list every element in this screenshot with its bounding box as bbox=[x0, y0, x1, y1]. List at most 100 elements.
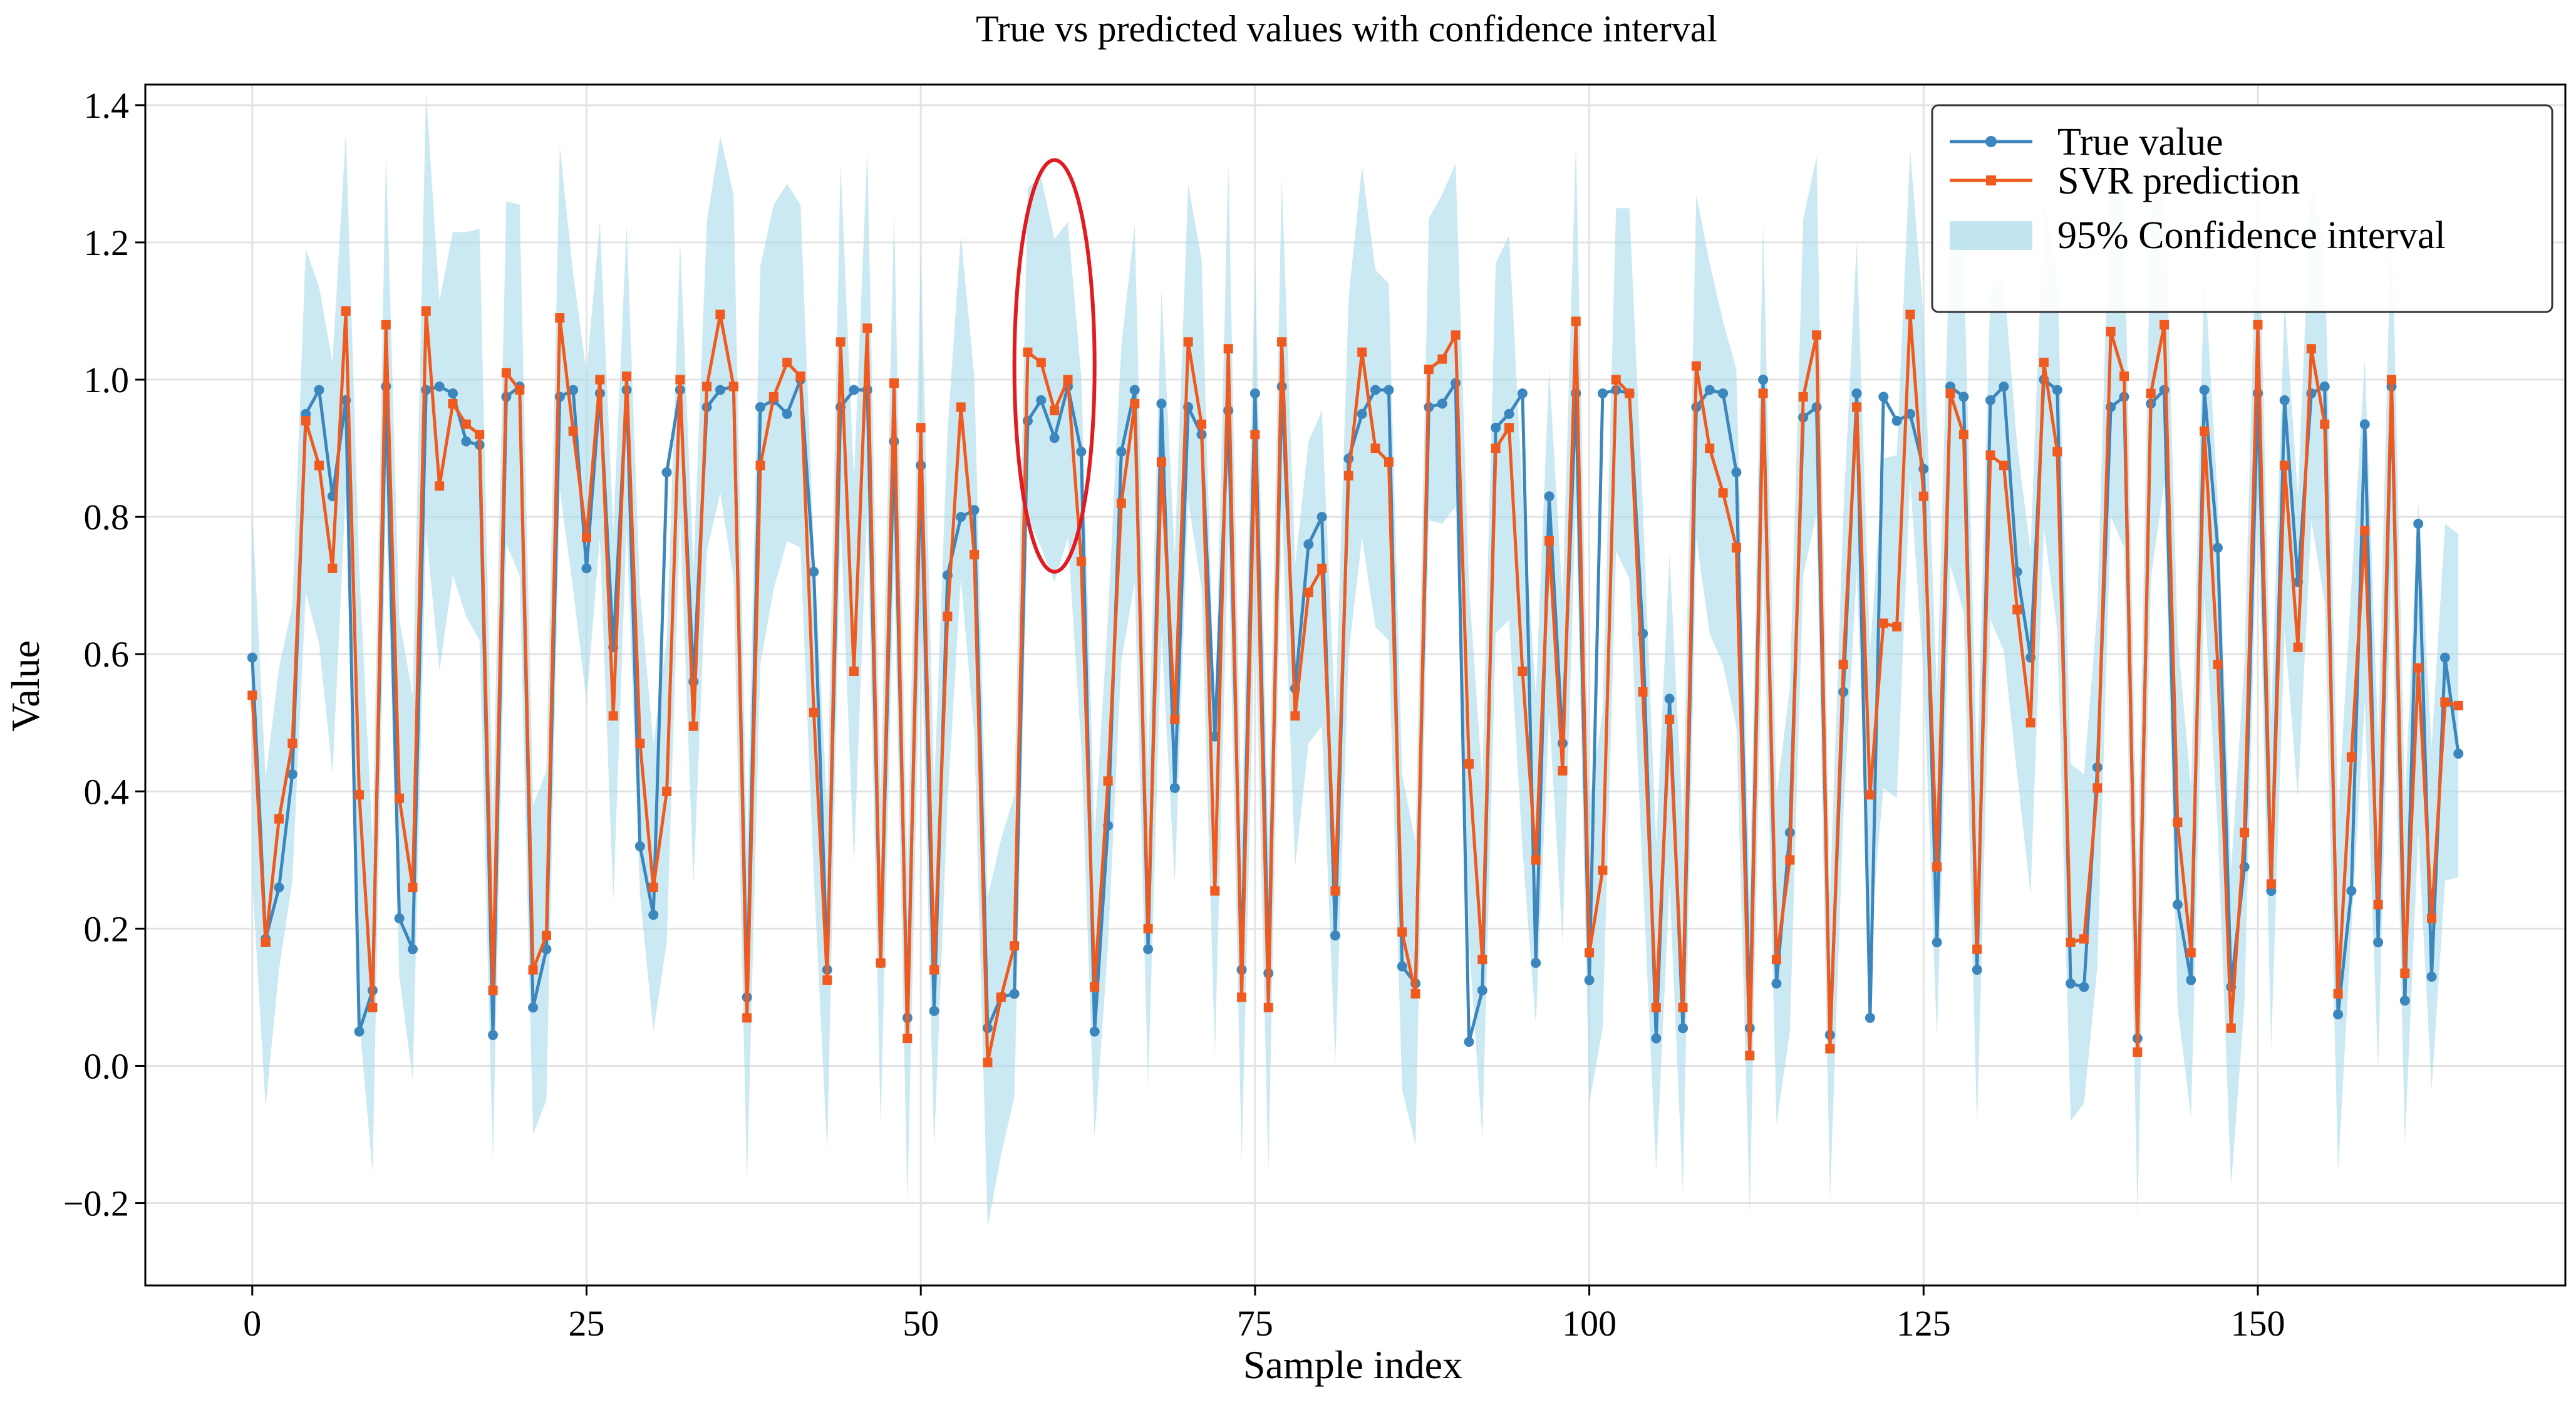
svr-prediction-point bbox=[435, 481, 445, 491]
true-value-point bbox=[1491, 422, 1501, 433]
svr-prediction-point bbox=[1103, 776, 1113, 786]
true-value-point bbox=[1985, 395, 1996, 405]
true-value-point bbox=[274, 882, 284, 893]
axis-ticks: 0 25 50 75 100 125 150 −0.2 0.0 0.2 0.4 0.6 0.8 1.0 1.… bbox=[63, 85, 2285, 1344]
svr-prediction-point bbox=[595, 375, 605, 385]
svr-prediction-point bbox=[996, 992, 1006, 1002]
svr-prediction-point bbox=[1343, 470, 1353, 480]
true-value-point bbox=[1156, 398, 1167, 409]
true-value-point bbox=[1718, 388, 1729, 398]
true-value-point bbox=[1384, 385, 1394, 395]
true-value-point bbox=[394, 913, 405, 923]
svr-prediction-point bbox=[2066, 937, 2076, 947]
true-value-point bbox=[1316, 512, 1327, 522]
svr-prediction-point bbox=[2240, 828, 2250, 838]
svr-prediction-point bbox=[809, 707, 819, 717]
true-value-point bbox=[929, 1005, 939, 1016]
true-value-point bbox=[755, 402, 766, 412]
svr-prediction-point bbox=[1317, 563, 1327, 573]
svr-prediction-point bbox=[381, 319, 391, 330]
true-value-point bbox=[1009, 989, 1020, 999]
svr-prediction-point bbox=[247, 690, 257, 700]
svr-prediction-point bbox=[555, 313, 565, 323]
svr-prediction-point bbox=[1076, 556, 1086, 566]
svr-prediction-point bbox=[1651, 1002, 1661, 1012]
svr-prediction-point bbox=[1678, 1002, 1688, 1012]
svr-prediction-point bbox=[715, 309, 725, 319]
svr-prediction-point bbox=[782, 358, 792, 368]
highlight-ellipse bbox=[1012, 158, 1097, 574]
true-value-point bbox=[1531, 958, 1541, 968]
svr-prediction-point bbox=[1424, 365, 1434, 375]
true-value-point bbox=[434, 381, 445, 392]
svr-prediction-point bbox=[1130, 398, 1140, 408]
true-value-point bbox=[528, 1002, 539, 1013]
svr-prediction-point bbox=[916, 423, 926, 433]
svr-prediction-point bbox=[341, 306, 351, 316]
true-value-point bbox=[1878, 392, 1889, 402]
svr-prediction-point bbox=[2039, 358, 2049, 368]
y-tick-label: 0.8 bbox=[84, 497, 130, 537]
svr-prediction-point bbox=[1143, 923, 1153, 933]
svr-prediction-point bbox=[408, 883, 418, 893]
svr-prediction-point bbox=[2200, 426, 2210, 436]
svr-prediction-point bbox=[2413, 663, 2423, 673]
svr-prediction-point bbox=[876, 958, 886, 968]
svr-prediction-point bbox=[1063, 375, 1073, 385]
svr-prediction-point bbox=[274, 814, 284, 824]
svr-prediction-point bbox=[2400, 968, 2410, 979]
y-tick-label: −0.2 bbox=[63, 1183, 129, 1224]
svr-prediction-point bbox=[1985, 450, 1995, 460]
svr-prediction-point bbox=[1504, 423, 1514, 433]
true-value-point bbox=[1357, 408, 1367, 419]
series-layer bbox=[247, 306, 2464, 1067]
y-tick-label: 0.0 bbox=[84, 1046, 130, 1086]
svr-prediction-point bbox=[1625, 388, 1635, 398]
svr-prediction-point bbox=[1905, 309, 1915, 319]
true-value-point bbox=[1865, 1012, 1875, 1023]
svr-prediction-point bbox=[1838, 660, 1848, 670]
svr-prediction-point bbox=[2133, 1047, 2143, 1057]
true-value-point bbox=[1049, 433, 1060, 444]
svr-prediction-point bbox=[2253, 319, 2263, 330]
true-value-point bbox=[554, 392, 565, 402]
true-value-point bbox=[448, 388, 458, 398]
x-axis-label: Sample index bbox=[1243, 1342, 1462, 1387]
annotation-layer bbox=[1012, 158, 1097, 574]
true-value-point bbox=[1397, 961, 1407, 972]
true-value-point bbox=[1116, 447, 1127, 457]
true-value-point bbox=[421, 385, 432, 395]
legend-svr-prediction-label: SVR prediction bbox=[2057, 160, 2300, 202]
svr-prediction-point bbox=[2146, 388, 2156, 398]
true-value-point bbox=[247, 652, 257, 663]
true-value-point bbox=[809, 566, 819, 577]
svr-prediction-point bbox=[1771, 955, 1781, 965]
svr-prediction-point bbox=[541, 930, 551, 940]
true-value-point bbox=[1464, 1037, 1474, 1047]
svr-prediction-point bbox=[1718, 488, 1728, 498]
true-value-point bbox=[1651, 1033, 1662, 1044]
true-value-point bbox=[1678, 1023, 1689, 1034]
svr-prediction-point bbox=[1223, 344, 1233, 354]
true-value-point bbox=[1036, 395, 1047, 405]
true-value-point bbox=[2319, 381, 2330, 392]
x-tick-label: 150 bbox=[2230, 1303, 2285, 1344]
true-value-point bbox=[2199, 385, 2210, 395]
true-value-point bbox=[2346, 886, 2357, 896]
true-value-point bbox=[1129, 385, 1140, 395]
svr-prediction-point bbox=[2173, 818, 2183, 828]
true-value-point bbox=[2186, 975, 2196, 985]
true-value-point bbox=[568, 385, 579, 395]
svr-prediction-point bbox=[2052, 447, 2062, 457]
true-value-point bbox=[314, 385, 324, 395]
svr-prediction-point bbox=[1892, 621, 1902, 631]
svr-prediction-point bbox=[1638, 687, 1648, 697]
svr-prediction-point bbox=[1237, 992, 1247, 1002]
true-value-point bbox=[488, 1030, 499, 1041]
svr-prediction-point bbox=[1303, 588, 1313, 598]
true-value-point bbox=[2066, 979, 2076, 989]
true-value-point bbox=[1704, 385, 1715, 395]
svr-prediction-point bbox=[2320, 419, 2330, 429]
